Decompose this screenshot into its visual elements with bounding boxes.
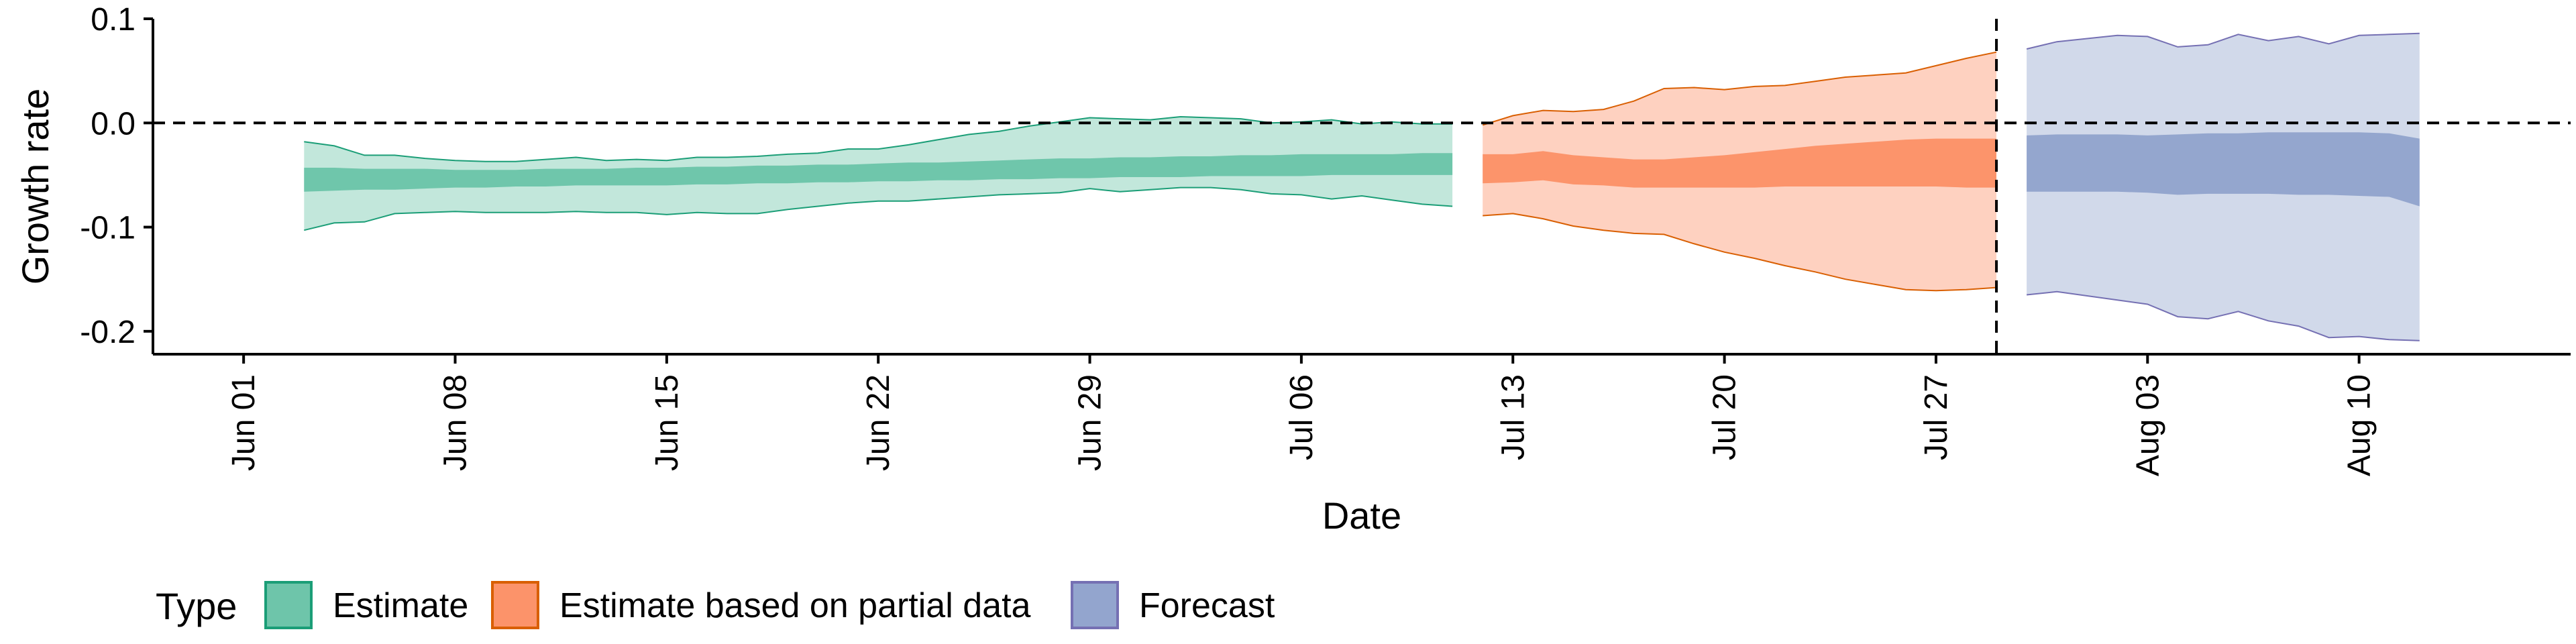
x-tick-label: Jun 01: [226, 374, 262, 471]
x-tick-label: Jun 08: [438, 374, 474, 471]
band-50-forecast: [2027, 132, 2420, 207]
band-90-upper-edge-estimate: [304, 115, 1453, 162]
y-tick-label: 0.0: [91, 106, 136, 142]
x-tick-label: Jul 27: [1919, 374, 1954, 460]
x-axis-title: Date: [1322, 494, 1401, 537]
band-90-lower-edge-partial: [1483, 213, 1997, 292]
series-forecast: [2026, 32, 2420, 341]
x-tick-label: Jul 06: [1284, 374, 1320, 460]
legend-key-partial: [491, 581, 539, 629]
x-tick-label: Aug 10: [2342, 374, 2377, 476]
series-partial: [1482, 51, 1997, 292]
reference-lines: [153, 19, 2571, 354]
x-tick-label: Aug 03: [2130, 374, 2165, 476]
legend-label-forecast: Forecast: [1139, 586, 1275, 625]
axes: 0.1 0.0 -0.1 -0.2 Jun 01 Jun 08 Jun 15 Jun 22 Ju…: [80, 2, 2571, 476]
legend: Type Estimate Estimate based on partial d…: [156, 581, 1275, 629]
y-tick-label: -0.2: [80, 315, 136, 350]
legend-title: Type: [156, 585, 237, 627]
x-tick-label: Jun 29: [1073, 374, 1108, 471]
x-tick-label: Jul 20: [1707, 374, 1743, 460]
x-tick-label: Jul 13: [1495, 374, 1531, 460]
band-layer: [304, 32, 2420, 341]
band-90-lower-edge-forecast: [2026, 290, 2420, 341]
x-tick-label: Jun 15: [649, 374, 685, 471]
x-tick-label: Jun 22: [861, 374, 896, 471]
band-90-upper-edge-forecast: [2026, 32, 2420, 50]
band-90-upper-edge-partial: [1482, 51, 1997, 126]
legend-key-estimate: [264, 581, 313, 629]
band-90-lower-edge-estimate: [304, 186, 1453, 231]
band-50-partial: [1483, 138, 1996, 188]
y-tick-label: -0.1: [80, 211, 136, 246]
band-50-estimate: [304, 153, 1453, 192]
series-estimate: [304, 115, 1453, 231]
y-axis-title: Growth rate: [14, 89, 56, 285]
legend-key-forecast: [1071, 581, 1119, 629]
y-tick-label: 0.1: [91, 2, 136, 38]
legend-label-estimate: Estimate: [333, 586, 468, 625]
legend-label-partial: Estimate based on partial data: [559, 586, 1031, 625]
